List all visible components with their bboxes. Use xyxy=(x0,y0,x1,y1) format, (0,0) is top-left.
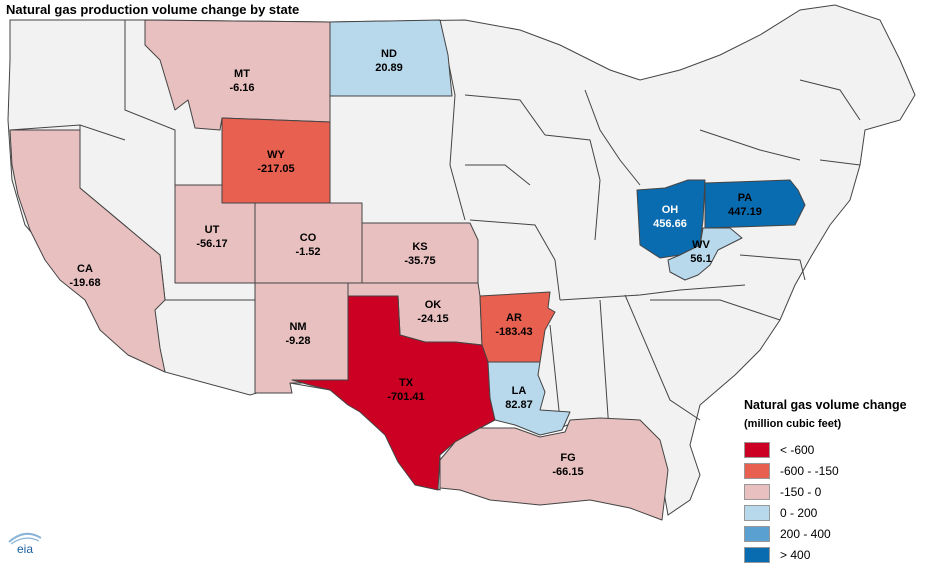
legend-swatch xyxy=(744,504,770,521)
label-ar-value: -183.43 xyxy=(495,326,532,338)
state-ks xyxy=(361,222,479,284)
label-co-code: CO xyxy=(300,232,317,244)
label-fg-value: -66.15 xyxy=(552,466,583,478)
legend-label: 200 - 400 xyxy=(780,526,831,541)
label-oh-value: 456.66 xyxy=(653,218,687,230)
state-wv xyxy=(667,227,743,281)
label-ca-code: CA xyxy=(77,263,93,275)
legend-item: 200 - 400 xyxy=(744,524,930,543)
label-nm-code: NM xyxy=(289,321,306,333)
legend-label: -150 - 0 xyxy=(780,484,822,499)
label-la-value: 82.87 xyxy=(505,399,533,411)
label-ut-value: -56.17 xyxy=(196,238,227,250)
legend-item: 0 - 200 xyxy=(744,503,930,522)
label-nd-code: ND xyxy=(381,48,397,60)
eia-logo: eia xyxy=(8,532,42,556)
legend-item: > 400 xyxy=(744,545,930,564)
label-tx-code: TX xyxy=(399,377,414,389)
legend-label: > 400 xyxy=(780,547,811,562)
label-ar-code: AR xyxy=(506,312,522,324)
label-wv-code: WV xyxy=(692,239,710,251)
legend-swatch xyxy=(744,525,770,542)
legend: Natural gas volume change (million cubic… xyxy=(744,398,930,566)
label-ok-value: -24.15 xyxy=(417,313,448,325)
legend-item: -150 - 0 xyxy=(744,482,930,501)
legend-swatch xyxy=(744,462,770,479)
label-wv-value: 56.1 xyxy=(690,253,711,265)
state-la xyxy=(487,361,571,436)
legend-item: -600 - -150 xyxy=(744,461,930,480)
label-mt-code: MT xyxy=(234,68,250,80)
label-tx-value: -701.41 xyxy=(387,391,424,403)
legend-subtitle: (million cubic feet) xyxy=(744,418,842,430)
label-pa-code: PA xyxy=(738,192,753,204)
label-mt-value: -6.16 xyxy=(229,82,254,94)
label-wy-code: WY xyxy=(267,149,285,161)
label-wy-value: -217.05 xyxy=(257,163,294,175)
state-pa xyxy=(704,179,806,229)
legend-item: < -600 xyxy=(744,440,930,459)
legend-label: < -600 xyxy=(780,442,815,457)
legend-swatch xyxy=(744,546,770,563)
logo-text: eia xyxy=(17,542,33,556)
federal-gulf xyxy=(439,417,669,521)
label-la-code: LA xyxy=(512,385,527,397)
state-nd xyxy=(329,19,453,97)
logo-arc xyxy=(10,537,40,545)
label-ut-code: UT xyxy=(205,224,220,236)
legend-swatch xyxy=(744,441,770,458)
logo-arc xyxy=(8,532,42,543)
label-ks-code: KS xyxy=(412,241,427,253)
label-nd-value: 20.89 xyxy=(375,62,403,74)
label-ks-value: -35.75 xyxy=(404,255,435,267)
state-ca xyxy=(9,129,166,373)
label-ca-value: -19.68 xyxy=(69,277,100,289)
state-labels: MT -6.16 ND 20.89 WY -217.05 UT -56.17 C… xyxy=(69,48,761,478)
map-title: Natural gas production volume change by … xyxy=(6,2,300,17)
label-oh-code: OH xyxy=(662,204,679,216)
state-tx xyxy=(291,295,496,491)
legend-label: 0 - 200 xyxy=(780,505,818,520)
label-nm-value: -9.28 xyxy=(285,335,310,347)
legend-label: -600 - -150 xyxy=(780,463,839,478)
label-co-value: -1.52 xyxy=(295,246,320,258)
label-ok-code: OK xyxy=(425,299,442,311)
legend-title: Natural gas volume change xyxy=(744,398,907,412)
label-fg-code: FG xyxy=(560,452,575,464)
legend-swatch xyxy=(744,483,770,500)
label-pa-value: 447.19 xyxy=(728,206,762,218)
state-oh xyxy=(636,179,706,259)
